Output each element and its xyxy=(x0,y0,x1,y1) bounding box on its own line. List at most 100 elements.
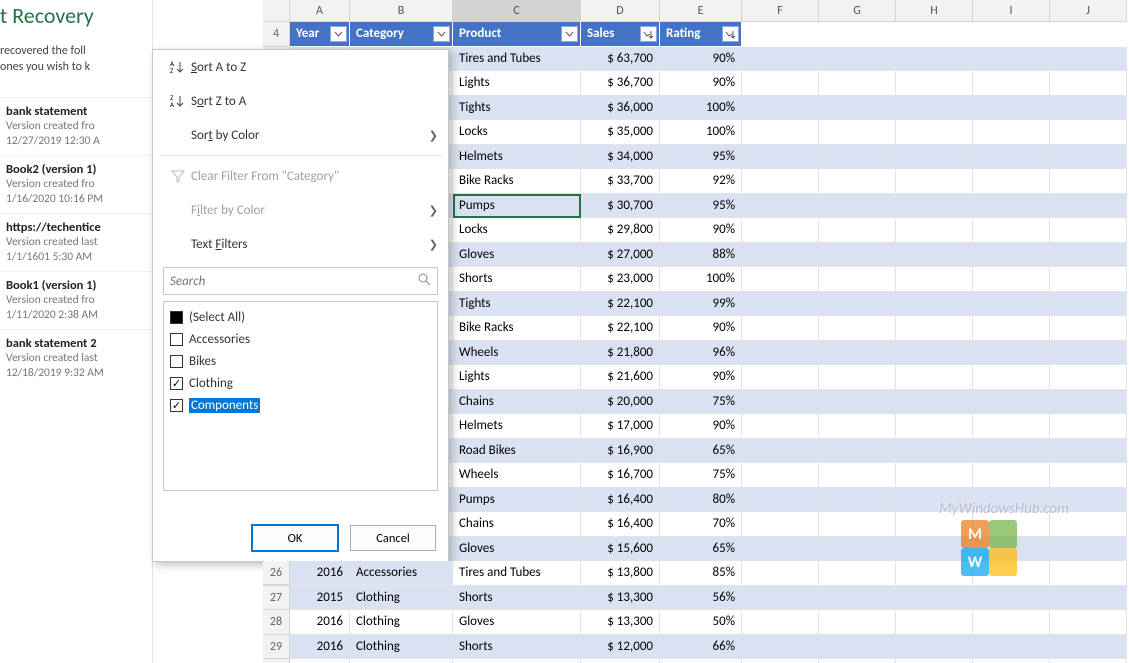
cell-sales[interactable]: $ 34,000 xyxy=(581,145,660,170)
row-number[interactable]: 30 xyxy=(263,659,290,663)
filter-search-input[interactable] xyxy=(170,274,417,289)
cell-product[interactable]: Tires and Tubes xyxy=(453,561,581,586)
cell-sales[interactable]: $ 12,000 xyxy=(581,635,660,660)
cell-product[interactable]: Shorts xyxy=(453,586,581,611)
cell-product[interactable]: Locks xyxy=(453,120,581,145)
cell-product[interactable]: Bike Racks xyxy=(453,169,581,194)
header-product[interactable]: Product xyxy=(453,22,581,47)
cell-sales[interactable]: $ 10,000 xyxy=(581,659,660,663)
cell-sales[interactable]: $ 29,800 xyxy=(581,218,660,243)
filter-search[interactable] xyxy=(163,267,438,295)
filter-dropdown-icon[interactable] xyxy=(561,26,578,42)
filter-option[interactable]: Bikes xyxy=(170,350,431,372)
cell-rating[interactable]: 90% xyxy=(660,414,742,439)
cell-rating[interactable]: 100% xyxy=(660,96,742,121)
cell-category[interactable]: Accessories xyxy=(350,561,453,585)
cell-product[interactable]: Pumps xyxy=(453,194,581,219)
cell-rating[interactable]: 99% xyxy=(660,292,742,317)
filter-dropdown-sorted-icon[interactable] xyxy=(722,26,739,42)
row-number[interactable]: 27 xyxy=(263,586,290,611)
column-header-H[interactable]: H xyxy=(896,0,973,22)
column-header-I[interactable]: I xyxy=(973,0,1050,22)
recovery-file[interactable]: Book2 (version 1) Version created fro 1/… xyxy=(0,155,152,213)
cell-sales[interactable]: $ 17,000 xyxy=(581,414,660,439)
cell-rating[interactable]: 70% xyxy=(660,512,742,537)
cell-sales[interactable]: $ 27,000 xyxy=(581,243,660,268)
cell-rating[interactable]: 56% xyxy=(660,586,742,611)
filter-dropdown-icon[interactable] xyxy=(433,26,450,42)
ok-button[interactable]: OK xyxy=(252,525,338,551)
header-rating[interactable]: Rating xyxy=(660,22,742,47)
cell-rating[interactable]: 50% xyxy=(660,610,742,635)
cell-sales[interactable]: $ 16,400 xyxy=(581,488,660,513)
sort-a-to-z[interactable]: AZ Sort A to Z xyxy=(153,50,448,84)
cell-category[interactable]: Clothing xyxy=(350,635,453,660)
cell-product[interactable]: Tires and Tubes xyxy=(453,47,581,72)
cell-rating[interactable]: 90% xyxy=(660,316,742,341)
cell-product[interactable]: Locks xyxy=(453,659,581,663)
sort-z-to-a[interactable]: ZA Sort Z to A xyxy=(153,84,448,118)
header-year[interactable]: Year xyxy=(290,22,350,47)
cell-rating[interactable]: 100% xyxy=(660,120,742,145)
cell-product[interactable]: Gloves xyxy=(453,537,581,562)
cell-product[interactable]: Road Bikes xyxy=(453,439,581,464)
cell-sales[interactable]: $ 15,600 xyxy=(581,537,660,562)
cell-rating[interactable]: 75% xyxy=(660,390,742,415)
cell-sales[interactable]: $ 13,800 xyxy=(581,561,660,586)
cell-sales[interactable]: $ 30,700 xyxy=(581,194,660,219)
header-category[interactable]: Category xyxy=(350,22,453,47)
cell-product[interactable]: Shorts xyxy=(453,635,581,660)
cell-product[interactable]: Pumps xyxy=(453,488,581,513)
row-number[interactable]: 4 xyxy=(263,22,290,47)
cell-product[interactable]: Chains xyxy=(453,390,581,415)
cell-year[interactable]: 2016 xyxy=(290,561,350,585)
cell-product[interactable]: Gloves xyxy=(453,610,581,635)
cell-category[interactable]: Accessories xyxy=(350,659,453,663)
cell-product[interactable]: Lights xyxy=(453,71,581,96)
header-sales[interactable]: Sales xyxy=(581,22,660,47)
filter-options-list[interactable]: (Select All) Accessories Bikes Clothing … xyxy=(163,301,438,491)
cell-sales[interactable]: $ 33,700 xyxy=(581,169,660,194)
cell-rating[interactable]: 88% xyxy=(660,243,742,268)
recovery-file[interactable]: Book1 (version 1) Version created fro 1/… xyxy=(0,271,152,329)
sort-by-color[interactable]: Sort by Color ❯ xyxy=(153,118,448,152)
cell-sales[interactable]: $ 23,000 xyxy=(581,267,660,292)
cell-sales[interactable]: $ 13,300 xyxy=(581,610,660,635)
cell-rating[interactable]: 95% xyxy=(660,194,742,219)
filter-option[interactable]: Components xyxy=(170,394,431,416)
cell-year[interactable]: 2016 xyxy=(290,635,350,660)
column-header-C[interactable]: C xyxy=(453,0,581,22)
select-all-corner[interactable] xyxy=(263,0,290,22)
cell-sales[interactable]: $ 22,100 xyxy=(581,316,660,341)
cell-sales[interactable]: $ 21,800 xyxy=(581,341,660,366)
cell-sales[interactable]: $ 35,000 xyxy=(581,120,660,145)
cell-category[interactable]: Clothing xyxy=(350,610,453,635)
cell-sales[interactable]: $ 21,600 xyxy=(581,365,660,390)
cell-product[interactable]: Locks xyxy=(453,218,581,243)
cell-rating[interactable]: 90% xyxy=(660,365,742,390)
cell-product[interactable]: Tights xyxy=(453,96,581,121)
cell-sales[interactable]: $ 13,300 xyxy=(581,586,660,611)
filter-option[interactable]: (Select All) xyxy=(170,306,431,328)
cell-product[interactable]: Lights xyxy=(453,365,581,390)
cell-sales[interactable]: $ 16,400 xyxy=(581,512,660,537)
cell-product[interactable]: Shorts xyxy=(453,267,581,292)
checkbox-icon[interactable] xyxy=(170,333,183,346)
recovery-file[interactable]: bank statement 2 Version created last 12… xyxy=(0,329,152,387)
column-header-J[interactable]: J xyxy=(1050,0,1127,22)
cell-sales[interactable]: $ 16,700 xyxy=(581,463,660,488)
cell-rating[interactable]: 95% xyxy=(660,145,742,170)
checkbox-icon[interactable] xyxy=(170,399,183,412)
recovery-file[interactable]: https://techentice Version created last … xyxy=(0,213,152,271)
cell-sales[interactable]: $ 63,700 xyxy=(581,47,660,72)
cell-year[interactable]: 2015 xyxy=(290,586,350,611)
cell-year[interactable]: 2015 xyxy=(290,659,350,663)
cell-sales[interactable]: $ 22,100 xyxy=(581,292,660,317)
cell-year[interactable]: 2016 xyxy=(290,610,350,635)
cancel-button[interactable]: Cancel xyxy=(350,525,436,551)
cell-product[interactable]: Helmets xyxy=(453,414,581,439)
filter-option[interactable]: Accessories xyxy=(170,328,431,350)
column-header-G[interactable]: G xyxy=(819,0,896,22)
row-number[interactable]: 29 xyxy=(263,635,290,660)
cell-rating[interactable]: 75% xyxy=(660,463,742,488)
